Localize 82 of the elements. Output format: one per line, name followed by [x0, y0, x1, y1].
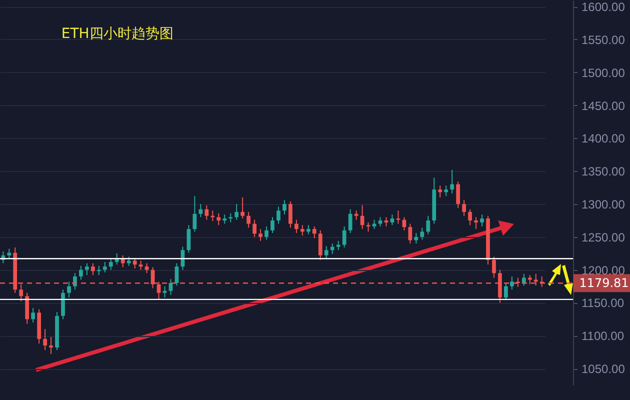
candlestick — [228, 212, 233, 223]
candlestick — [276, 206, 280, 224]
candlestick — [510, 276, 514, 290]
candlestick — [474, 216, 478, 230]
candlestick — [354, 210, 358, 220]
candlestick — [90, 262, 95, 276]
candlestick — [264, 226, 268, 240]
candlestick — [396, 210, 400, 224]
candlestick — [234, 204, 239, 220]
candlestick — [324, 246, 328, 258]
candlestick — [492, 256, 496, 278]
candlestick — [378, 216, 382, 227]
candlestick — [294, 219, 298, 234]
candlestick — [366, 222, 370, 232]
candlestick — [456, 181, 460, 208]
candlestick — [402, 216, 406, 231]
candlestick — [25, 292, 30, 324]
candlestick — [144, 262, 149, 274]
candlestick — [138, 260, 143, 270]
candlestick — [390, 214, 394, 226]
candlestick — [342, 226, 346, 248]
candlestick — [270, 216, 274, 234]
candlestick — [216, 212, 221, 226]
candlestick — [504, 282, 508, 301]
candlestick — [414, 232, 418, 244]
candlestick — [192, 196, 197, 232]
candlestick — [84, 262, 89, 276]
candlestick — [318, 230, 322, 260]
candlestick — [67, 281, 71, 298]
candlestick — [246, 211, 250, 228]
candlestick — [420, 227, 424, 240]
candlestick — [240, 196, 245, 219]
candlestick — [186, 224, 191, 254]
y-tick-label: 1550.00 — [582, 32, 626, 47]
candlestick — [468, 208, 472, 226]
candlestick — [384, 216, 388, 227]
candlestick — [288, 200, 292, 228]
candlestick — [522, 273, 526, 286]
candlestick — [79, 265, 83, 280]
y-tick-label: 1100.00 — [582, 329, 624, 344]
candlestick — [61, 289, 65, 320]
candlestick — [198, 204, 203, 218]
y-tick-label: 1600.00 — [582, 0, 626, 14]
candlestick — [306, 224, 310, 235]
candlestick — [49, 336, 53, 355]
candlestick — [108, 257, 113, 270]
candlestick — [300, 224, 304, 236]
candlestick — [330, 243, 334, 255]
candlestick — [132, 257, 137, 270]
y-tick-label: 1050.00 — [582, 362, 626, 376]
y-tick-label: 1200.00 — [582, 263, 626, 278]
candlestick — [204, 204, 209, 220]
candlestick — [444, 185, 448, 197]
candlestick — [102, 261, 107, 273]
candlestick — [73, 272, 77, 290]
candlestick — [408, 223, 412, 244]
candlestick — [462, 200, 466, 216]
candlestick — [450, 169, 454, 194]
candlestick — [426, 215, 430, 235]
candlestick — [126, 256, 131, 266]
candlestick — [348, 208, 352, 234]
candlestick — [43, 328, 47, 351]
y-tick-label: 1400.00 — [582, 132, 626, 146]
y-tick-label: 1150.00 — [582, 296, 624, 310]
candlestick — [438, 185, 442, 198]
y-tick-label: 1300.00 — [582, 198, 626, 212]
candlestick — [7, 248, 12, 258]
y-tick-label: 1250.00 — [582, 230, 626, 244]
text: ETH四小时趋势图 — [61, 26, 174, 42]
candlestick — [31, 308, 36, 323]
candlestick — [258, 228, 262, 242]
candlestick — [252, 219, 256, 238]
ref-line-label: 1179.81 — [579, 276, 629, 290]
candlestick — [222, 214, 227, 224]
candlestick — [480, 214, 484, 227]
candlestick — [336, 240, 340, 251]
y-tick-label: 1500.00 — [582, 66, 626, 80]
candlestick — [312, 226, 316, 239]
y-tick-label: 1450.00 — [582, 98, 626, 113]
y-tick-label: 1350.00 — [582, 164, 626, 179]
candlestick — [162, 286, 167, 298]
candlestick — [282, 200, 286, 216]
